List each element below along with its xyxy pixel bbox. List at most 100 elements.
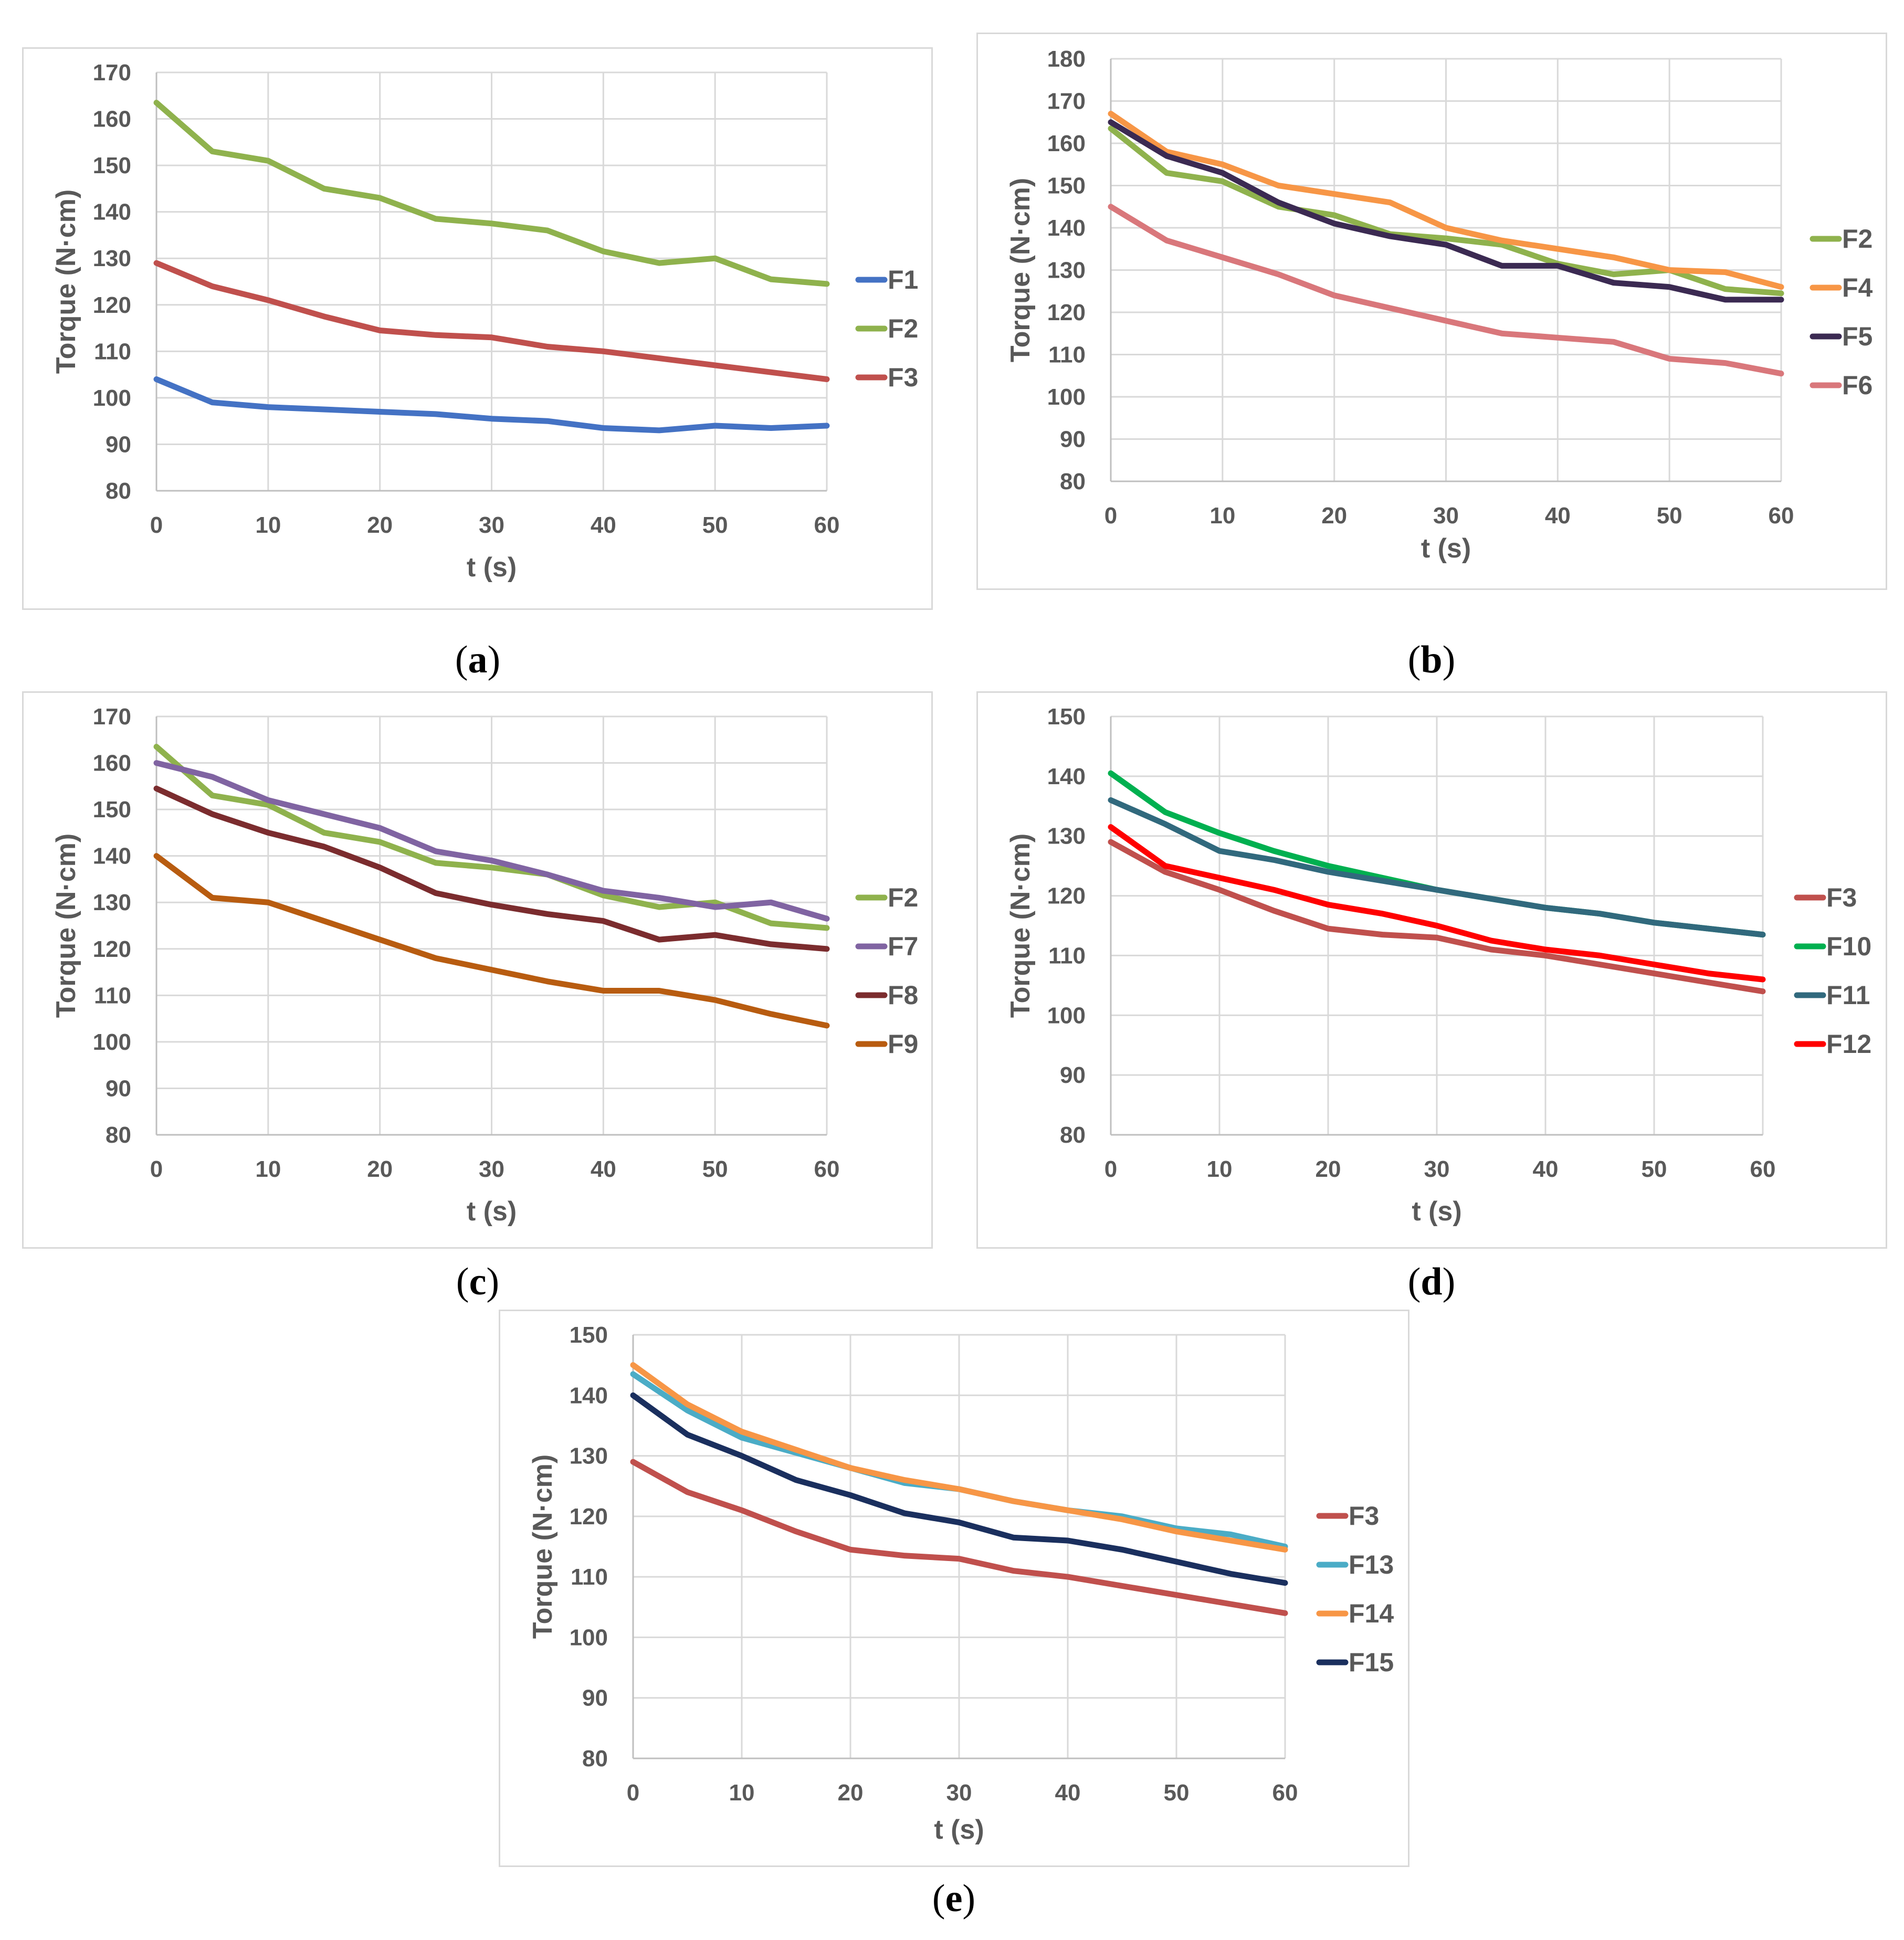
y-tick-label: 110 <box>1048 943 1086 968</box>
y-tick-label: 120 <box>93 292 131 318</box>
series-line-f11 <box>1108 797 1766 938</box>
legend-label-f1: F1 <box>888 265 918 294</box>
x-tick-label: 10 <box>1207 1156 1233 1182</box>
series-line-f8 <box>153 785 830 952</box>
x-tick-label: 10 <box>1209 503 1235 529</box>
legend-label-f10: F10 <box>1826 932 1871 961</box>
x-tick-label: 40 <box>1545 503 1571 529</box>
series-line-f9 <box>153 853 830 1029</box>
series-line-f3 <box>1108 839 1766 995</box>
legend-label-f9: F9 <box>888 1029 918 1059</box>
x-tick-label: 20 <box>1321 503 1347 529</box>
y-tick-label: 80 <box>1060 1122 1086 1148</box>
x-tick-label: 0 <box>150 512 163 538</box>
series-line-f3 <box>153 260 830 382</box>
caption-b: (b) <box>1407 638 1456 681</box>
y-tick-label: 150 <box>1047 704 1086 730</box>
legend-label-f3: F3 <box>1826 883 1857 912</box>
x-axis-label: t (s) <box>934 1815 984 1845</box>
series-line-f4 <box>1108 111 1784 290</box>
y-tick-label: 160 <box>93 107 131 132</box>
x-axis-label: t (s) <box>1421 533 1471 564</box>
caption-d: (d) <box>1407 1260 1456 1303</box>
x-tick-label: 0 <box>1104 503 1117 529</box>
y-tick-label: 90 <box>582 1685 608 1711</box>
y-tick-label: 80 <box>106 478 131 504</box>
legend-label-f13: F13 <box>1349 1550 1394 1579</box>
series-line-f14 <box>630 1362 1288 1553</box>
y-tick-label: 150 <box>93 153 131 178</box>
x-tick-label: 30 <box>946 1780 972 1806</box>
caption-e: (e) <box>932 1877 976 1920</box>
legend-label-f2: F2 <box>888 314 918 343</box>
y-tick-label: 140 <box>93 844 131 869</box>
y-tick-label: 150 <box>1047 173 1086 199</box>
y-axis-label: Torque (N·cm) <box>1005 178 1036 362</box>
y-tick-label: 130 <box>93 246 131 271</box>
x-tick-label: 10 <box>729 1780 755 1806</box>
x-tick-label: 20 <box>367 1156 393 1182</box>
y-tick-label: 110 <box>571 1564 608 1590</box>
y-tick-label: 110 <box>1048 342 1086 368</box>
x-axis-label: t (s) <box>467 552 517 583</box>
chart-panel-b: 80 90 100 110 120 130 140 150 160 170 180 0 10 20 30 40… <box>976 33 1887 590</box>
y-tick-label: 140 <box>93 199 131 225</box>
legend-label-f3: F3 <box>888 363 918 392</box>
x-tick-label: 50 <box>1642 1156 1667 1182</box>
y-tick-label: 170 <box>1047 89 1086 114</box>
x-tick-label: 10 <box>255 512 281 538</box>
y-tick-label: 130 <box>570 1443 608 1469</box>
legend-label-f11: F11 <box>1826 980 1870 1010</box>
chart-e: 80 90 100 110 120 130 140 150 0 10 20 30 40 50 60 t (s)… <box>528 1322 1394 1845</box>
y-tick-label: 80 <box>1060 469 1086 494</box>
y-axis-label: Torque (N·cm) <box>528 1454 558 1639</box>
legend-label-f14: F14 <box>1349 1599 1394 1628</box>
chart-panel-e: 80 90 100 110 120 130 140 150 0 10 20 30 40 50 60 t (s)… <box>499 1310 1409 1867</box>
x-axis-label: t (s) <box>467 1196 517 1227</box>
y-tick-label: 90 <box>106 1076 131 1101</box>
series-line-f1 <box>153 376 830 434</box>
y-axis-label: Torque (N·cm) <box>51 189 81 374</box>
x-tick-label: 40 <box>1055 1780 1081 1806</box>
x-tick-label: 60 <box>814 1156 840 1182</box>
x-axis-label: t (s) <box>1412 1196 1461 1227</box>
x-tick-label: 50 <box>1164 1780 1190 1806</box>
legend-label-f2: F2 <box>888 883 918 912</box>
y-tick-label: 140 <box>1047 764 1086 789</box>
legend-label-f15: F15 <box>1349 1648 1394 1677</box>
y-tick-label: 120 <box>93 936 131 962</box>
x-tick-label: 50 <box>702 512 728 538</box>
x-tick-label: 40 <box>1533 1156 1559 1182</box>
x-tick-label: 20 <box>367 512 393 538</box>
y-tick-label: 140 <box>570 1383 608 1408</box>
x-tick-label: 20 <box>1316 1156 1341 1182</box>
y-tick-label: 120 <box>1047 300 1086 325</box>
y-tick-label: 130 <box>93 890 131 915</box>
legend-label-f7: F7 <box>888 932 918 961</box>
chart-panel-c: 80 90 100 110 120 130 140 150 160 170 0 10 20 30 40 50 6… <box>22 691 933 1249</box>
legend-label-f3: F3 <box>1349 1501 1379 1531</box>
y-tick-label: 80 <box>106 1122 131 1148</box>
y-tick-label: 170 <box>93 704 131 730</box>
y-tick-label: 80 <box>582 1746 608 1772</box>
caption-a: (a) <box>455 638 501 681</box>
y-tick-label: 180 <box>1047 46 1086 72</box>
x-tick-label: 60 <box>1750 1156 1776 1182</box>
chart-panel-a: 80 90 100 110 120 130 140 150 160 170 0 10 20 30 40 50 6… <box>22 47 933 610</box>
x-tick-label: 0 <box>627 1780 639 1806</box>
chart-b: 80 90 100 110 120 130 140 150 160 170 180 0 10 20 30 40… <box>1005 46 1873 564</box>
y-tick-label: 140 <box>1047 215 1086 241</box>
x-tick-label: 30 <box>479 512 504 538</box>
y-tick-label: 130 <box>1047 824 1086 849</box>
y-tick-label: 90 <box>1060 427 1086 452</box>
series-line-f3 <box>630 1459 1288 1616</box>
x-tick-label: 30 <box>479 1156 504 1182</box>
x-tick-label: 50 <box>1657 503 1682 529</box>
y-tick-label: 120 <box>1047 883 1086 909</box>
x-tick-label: 60 <box>1769 503 1794 529</box>
y-tick-label: 160 <box>1047 131 1086 156</box>
chart-a: 80 90 100 110 120 130 140 150 160 170 0 10 20 30 40 50 6… <box>51 60 918 583</box>
x-tick-label: 40 <box>591 1156 616 1182</box>
series-line-f5 <box>1108 119 1784 303</box>
x-tick-label: 60 <box>814 512 840 538</box>
